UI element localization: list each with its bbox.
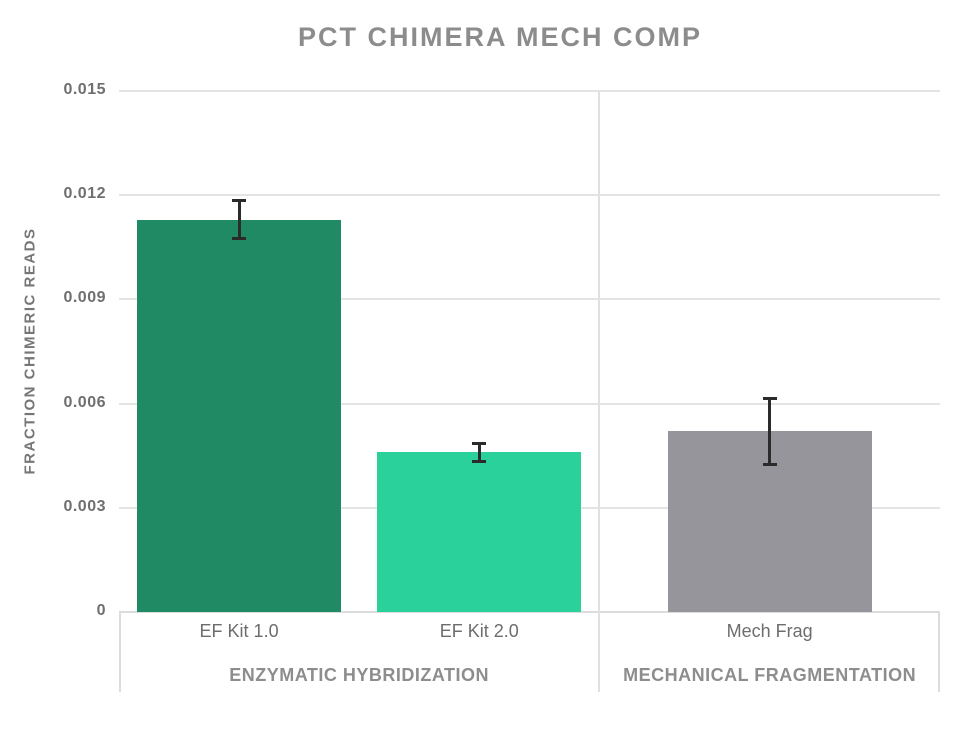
error-bar-cap-bottom — [472, 459, 487, 463]
error-bar-cap-top — [232, 198, 247, 202]
bar-label: EF Kit 2.0 — [439, 621, 519, 641]
y-tick-label: 0.003 — [63, 497, 106, 515]
group-label: MECHANICAL FRAGMENTATION — [623, 665, 917, 685]
y-tick-label: 0.015 — [63, 81, 106, 98]
gridline — [119, 298, 940, 301]
error-bar-cap-top — [762, 396, 777, 400]
gridline — [119, 402, 940, 405]
bar-label: EF Kit 1.0 — [199, 621, 279, 641]
group-label: ENZYMATIC HYBRIDIZATION — [229, 665, 490, 685]
gridline — [119, 90, 940, 92]
y-tick-label: 0.012 — [63, 185, 106, 203]
bar — [377, 452, 582, 612]
bar-label: Mech Frag — [726, 621, 813, 641]
group-divider-line — [598, 91, 601, 692]
error-bar-line — [237, 198, 241, 241]
error-bar-cap-top — [472, 441, 487, 445]
error-bar-cap-bottom — [232, 237, 247, 241]
axis-right-edge — [938, 613, 940, 692]
chart-title: PCT CHIMERA MECH COMP — [298, 22, 702, 52]
gridline — [119, 194, 940, 197]
error-bar-line — [768, 396, 772, 467]
axis-left-edge — [119, 613, 121, 692]
x-axis-line — [119, 611, 940, 613]
error-bar-line — [477, 441, 481, 463]
y-tick-label: 0 — [96, 602, 106, 619]
bar — [137, 219, 342, 612]
y-tick-label: 0.006 — [63, 393, 106, 411]
error-bar-cap-bottom — [762, 463, 777, 467]
y-tick-label: 0.009 — [63, 289, 106, 307]
